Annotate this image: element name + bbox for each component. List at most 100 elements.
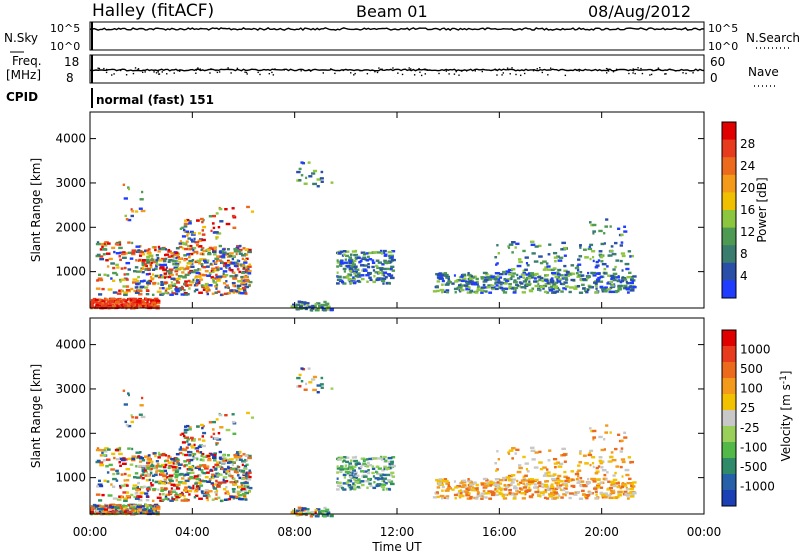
power-cell	[139, 305, 143, 309]
colorbar-tick-label: 100	[740, 382, 763, 396]
velocity-cell	[502, 495, 506, 498]
power-cell	[150, 303, 154, 307]
velocity-cell	[503, 483, 506, 487]
velocity-cell	[336, 467, 342, 470]
power-cell	[188, 259, 194, 263]
velocity-cell	[319, 383, 324, 386]
power-cell	[599, 285, 604, 289]
velocity-cell	[493, 483, 499, 487]
velocity-cell	[349, 464, 354, 468]
power-cell	[466, 291, 472, 294]
power-cell	[372, 269, 376, 272]
velocity-cell	[513, 485, 517, 488]
velocity-cell	[172, 468, 175, 472]
power-cell	[218, 244, 222, 248]
power-cell	[626, 275, 632, 279]
velocity-cell	[622, 484, 628, 487]
power-cell	[158, 247, 162, 250]
nave-dots	[91, 67, 694, 77]
power-cell	[388, 282, 392, 285]
power-cell	[199, 252, 203, 255]
power-cell	[161, 276, 165, 279]
power-cell	[473, 275, 477, 278]
nave-point	[410, 68, 412, 70]
velocity-cell	[241, 477, 245, 481]
power-cell	[194, 241, 200, 244]
velocity-cell	[160, 489, 164, 493]
power-cell	[469, 277, 473, 280]
power-cell	[359, 264, 365, 267]
nave-point	[113, 73, 115, 75]
power-cell	[537, 275, 542, 279]
power-cell	[228, 291, 232, 295]
velocity-cell	[146, 467, 151, 470]
power-cell	[305, 176, 308, 180]
velocity-cell	[320, 376, 324, 380]
power-cell	[356, 272, 361, 275]
power-cell	[243, 275, 248, 278]
power-cell	[120, 278, 126, 281]
velocity-cell	[134, 497, 140, 500]
velocity-cell	[238, 458, 243, 461]
velocity-cell	[156, 469, 161, 472]
power-cell	[531, 287, 535, 290]
velocity-cell	[608, 460, 613, 463]
velocity-cell	[563, 487, 568, 490]
velocity-cell	[314, 511, 317, 514]
velocity-cell	[160, 463, 165, 467]
power-cell	[156, 290, 162, 293]
power-cell	[171, 290, 174, 293]
velocity-cell	[356, 462, 361, 466]
velocity-cell	[193, 490, 198, 493]
velocity-cell	[599, 491, 604, 495]
velocity-cell	[614, 447, 618, 451]
power-cell	[476, 287, 480, 290]
velocity-cell	[115, 469, 119, 473]
velocity-cell	[214, 483, 217, 486]
power-cell	[144, 303, 150, 306]
power-cell	[432, 290, 437, 293]
velocity-cell	[186, 440, 189, 443]
velocity-cell	[90, 510, 94, 514]
power-cell	[165, 287, 171, 291]
velocity-cell	[237, 456, 241, 459]
velocity-cell	[131, 457, 136, 460]
velocity-cell	[173, 459, 178, 462]
velocity-cell	[343, 476, 347, 479]
velocity-cell	[175, 495, 180, 499]
velocity-cell	[541, 485, 545, 489]
power-cell	[303, 182, 308, 185]
velocity-cell	[476, 491, 480, 494]
power-cell	[214, 291, 218, 294]
velocity-cell	[483, 484, 489, 488]
velocity-cell	[578, 461, 583, 464]
power-cell	[498, 272, 504, 276]
velocity-cell	[589, 463, 592, 467]
velocity-cell	[229, 458, 234, 461]
velocity-cell	[462, 481, 467, 484]
velocity-cell	[543, 485, 549, 488]
nave-point	[426, 69, 429, 71]
power-cell	[241, 254, 247, 257]
velocity-cell	[345, 460, 350, 464]
velocity-cell	[155, 471, 158, 474]
power-cell	[603, 242, 606, 245]
power-cell	[103, 242, 107, 245]
velocity-cell	[626, 487, 630, 491]
velocity-cell	[145, 498, 150, 502]
freq-label-1: Freq.	[12, 54, 42, 68]
velocity-cell	[123, 483, 128, 486]
power-cell	[347, 264, 353, 267]
power-cell	[148, 304, 152, 307]
velocity-cell	[103, 479, 107, 482]
velocity-cell	[369, 484, 373, 488]
velocity-cell	[201, 452, 205, 456]
power-cell	[377, 271, 383, 274]
power-cell	[131, 251, 136, 254]
velocity-cell	[556, 477, 560, 480]
velocity-cell	[246, 411, 250, 415]
power-cell	[180, 293, 185, 296]
x-tick-label: 08:00	[277, 525, 312, 539]
velocity-cell	[199, 458, 203, 461]
